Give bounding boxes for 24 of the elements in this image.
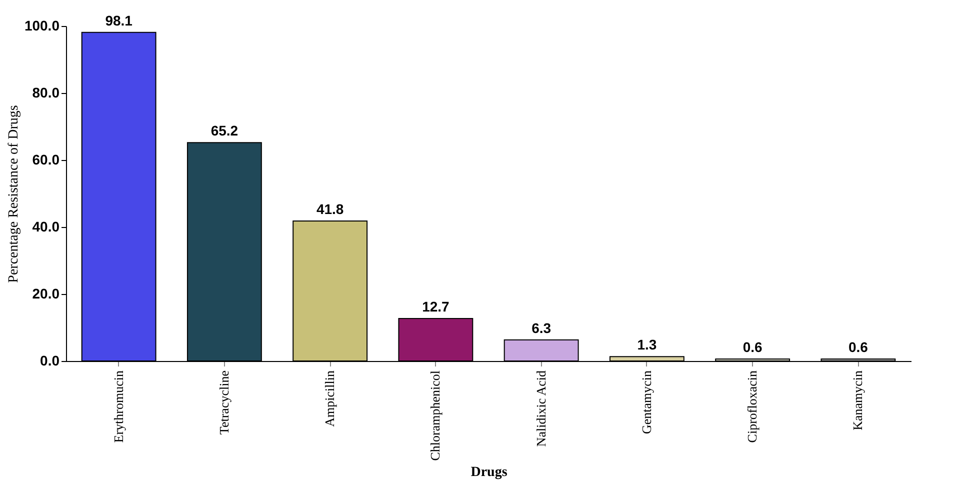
x-tick-label: Ampicillin (322, 370, 338, 427)
data-label: 0.6 (742, 338, 763, 355)
y-tick-label: 80.0 (32, 84, 60, 100)
x-tick-label: Ciprofloxacin (744, 370, 760, 443)
x-tick-label: Tetracycline (216, 370, 232, 435)
y-tick-label: 20.0 (32, 286, 60, 302)
y-tick-label: 40.0 (32, 218, 60, 234)
x-tick-label: Gentamycin (638, 370, 654, 434)
y-tick-label: 0.0 (40, 352, 60, 368)
data-label: 12.7 (422, 298, 450, 314)
data-label: 98.1 (105, 12, 133, 28)
x-tick-label: Nalidixic Acid (533, 370, 548, 447)
y-tick-label: 60.0 (32, 152, 60, 168)
x-tick-label: Erythromucin (110, 370, 126, 443)
data-label: 6.3 (532, 320, 552, 336)
data-label: 41.8 (316, 200, 344, 217)
x-axis-title: Drugs (470, 464, 508, 480)
y-tick-label: 100.0 (24, 18, 60, 34)
x-tick-label: Chloramphenicol (428, 370, 443, 461)
data-label: 65.2 (210, 122, 238, 139)
data-label: 0.6 (848, 338, 868, 355)
y-axis-title: Percentage Resistance of Drugs (6, 105, 22, 283)
x-tick-label: Kanamycin (850, 370, 866, 430)
data-label: 1.3 (637, 336, 657, 353)
